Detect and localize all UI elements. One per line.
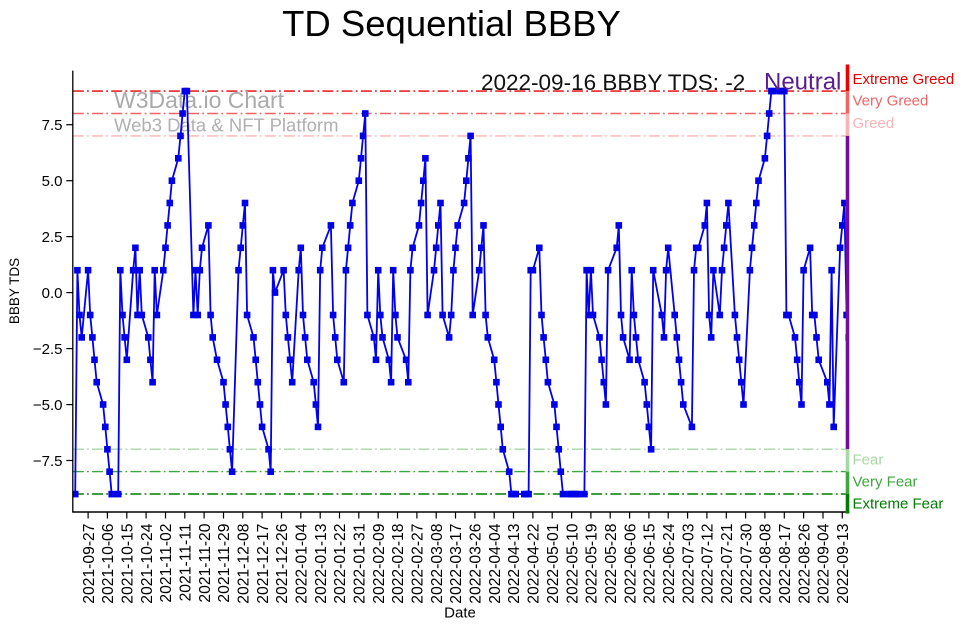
svg-text:Extreme Greed: Extreme Greed (853, 71, 955, 88)
svg-text:Greed: Greed (853, 115, 895, 132)
svg-text:0.0: 0.0 (42, 285, 63, 302)
svg-text:2022-09-16 BBBY TDS: -2: 2022-09-16 BBBY TDS: -2 (481, 70, 745, 95)
svg-text:2021-10-15: 2021-10-15 (119, 523, 136, 604)
svg-text:2022-03-08: 2022-03-08 (429, 523, 446, 604)
svg-text:BBBY TDS: BBBY TDS (7, 258, 22, 324)
svg-text:2.5: 2.5 (42, 229, 63, 246)
svg-text:2022-07-30: 2022-07-30 (738, 523, 755, 604)
svg-text:2022-01-31: 2022-01-31 (351, 524, 368, 604)
svg-text:Fear: Fear (853, 452, 884, 469)
svg-text:2022-06-15: 2022-06-15 (642, 523, 659, 604)
svg-text:2021-10-06: 2021-10-06 (100, 523, 117, 604)
svg-text:2022-06-24: 2022-06-24 (661, 523, 678, 604)
svg-text:2022-02-27: 2022-02-27 (410, 524, 427, 604)
svg-text:2021-11-20: 2021-11-20 (197, 523, 214, 602)
svg-text:2022-02-09: 2022-02-09 (371, 524, 388, 604)
svg-text:Extreme Fear: Extreme Fear (853, 496, 944, 513)
svg-text:5.0: 5.0 (42, 173, 63, 190)
svg-text:2021-10-24: 2021-10-24 (139, 523, 156, 604)
svg-text:2022-07-12: 2022-07-12 (700, 524, 717, 604)
svg-text:2022-03-26: 2022-03-26 (468, 523, 485, 604)
svg-text:2022-05-19: 2022-05-19 (584, 524, 601, 604)
svg-text:2021-12-08: 2021-12-08 (235, 523, 252, 604)
svg-text:2022-06-06: 2022-06-06 (622, 523, 639, 604)
svg-text:TD Sequential BBBY: TD Sequential BBBY (282, 3, 621, 44)
svg-text:2021-11-29: 2021-11-29 (216, 524, 233, 603)
svg-text:2022-04-22: 2022-04-22 (526, 524, 543, 604)
svg-text:Neutral: Neutral (764, 69, 841, 96)
svg-text:2022-05-28: 2022-05-28 (603, 523, 620, 604)
svg-text:2022-01-13: 2022-01-13 (313, 523, 330, 604)
svg-text:2022-09-04: 2022-09-04 (816, 523, 833, 604)
svg-text:Very Fear: Very Fear (853, 474, 918, 491)
svg-text:2021-12-17: 2021-12-17 (255, 524, 272, 604)
svg-text:2022-01-22: 2022-01-22 (332, 524, 349, 604)
svg-text:2021-09-27: 2021-09-27 (81, 524, 98, 604)
svg-text:Web3 Data & NFT Platform: Web3 Data & NFT Platform (114, 115, 338, 136)
svg-text:2022-03-17: 2022-03-17 (448, 524, 465, 604)
svg-text:2022-07-03: 2022-07-03 (680, 523, 697, 604)
svg-text:2021-11-02: 2021-11-02 (158, 524, 175, 603)
svg-text:2022-02-18: 2022-02-18 (390, 523, 407, 604)
svg-text:2021-12-26: 2021-12-26 (274, 523, 291, 604)
svg-text:−5.0: −5.0 (33, 397, 63, 414)
svg-text:2022-05-10: 2022-05-10 (564, 523, 581, 604)
svg-text:2022-08-17: 2022-08-17 (777, 524, 794, 604)
svg-text:W3Data.io Chart: W3Data.io Chart (114, 87, 285, 113)
svg-text:2022-04-13: 2022-04-13 (506, 523, 523, 604)
svg-text:2022-09-13: 2022-09-13 (835, 523, 852, 604)
svg-text:2022-08-26: 2022-08-26 (796, 523, 813, 604)
svg-text:2022-05-01: 2022-05-01 (545, 524, 562, 604)
svg-text:2022-07-21: 2022-07-21 (719, 524, 736, 604)
svg-text:2021-11-11: 2021-11-11 (177, 524, 194, 602)
svg-text:Very Greed: Very Greed (853, 93, 929, 110)
svg-text:−7.5: −7.5 (33, 453, 63, 470)
svg-text:7.5: 7.5 (42, 117, 63, 134)
svg-text:2022-04-04: 2022-04-04 (487, 523, 504, 604)
svg-text:2022-08-08: 2022-08-08 (758, 523, 775, 604)
svg-text:2022-01-04: 2022-01-04 (293, 523, 310, 604)
svg-text:Date: Date (444, 605, 476, 622)
svg-text:−2.5: −2.5 (33, 341, 63, 358)
